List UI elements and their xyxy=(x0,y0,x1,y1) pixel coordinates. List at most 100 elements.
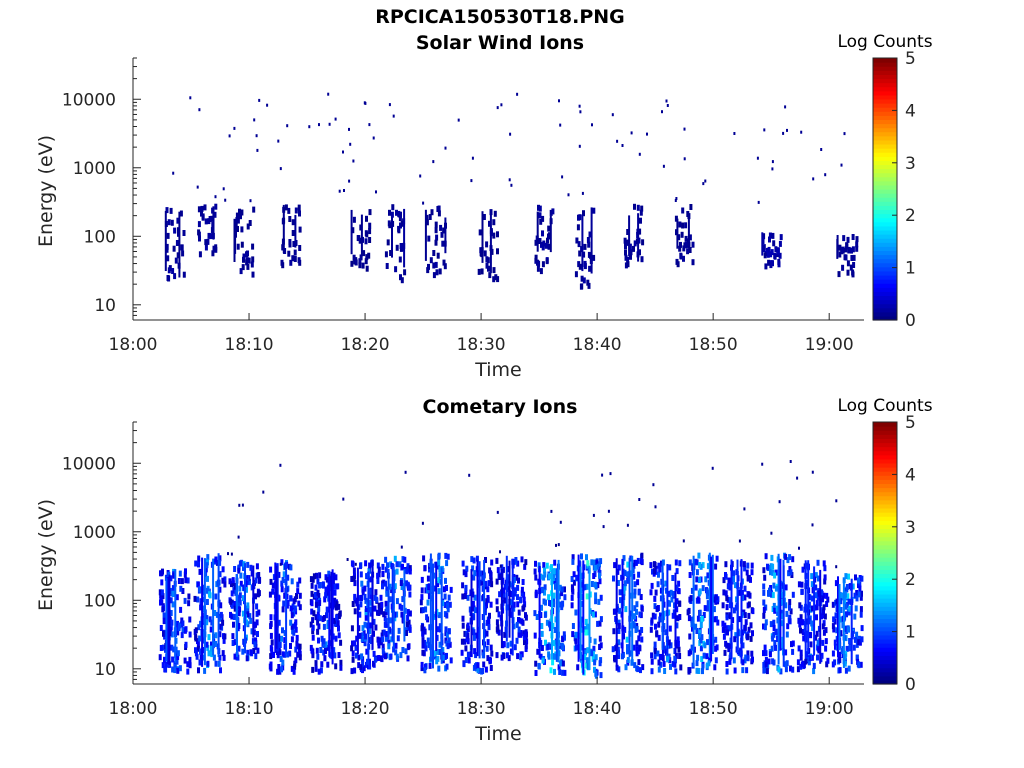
heatmap-cell xyxy=(615,664,619,671)
heatmap-cell xyxy=(198,659,202,666)
heatmap-cell xyxy=(361,589,365,596)
heatmap-cell xyxy=(798,602,802,609)
x-tick-label: 19:00 xyxy=(805,699,854,719)
colorbar-step xyxy=(873,675,897,681)
heatmap-cell xyxy=(420,576,424,583)
heatmap-cell xyxy=(668,600,671,607)
heatmap-cell xyxy=(799,614,803,621)
heatmap-cell xyxy=(358,632,362,639)
heatmap-cell xyxy=(486,257,490,264)
heatmap-cell xyxy=(421,642,425,649)
heatmap-cell xyxy=(208,591,211,598)
heatmap-cell xyxy=(592,573,596,579)
heatmap-streak xyxy=(164,210,167,271)
heatmap-cell xyxy=(841,264,845,271)
heatmap-cell xyxy=(523,563,527,570)
heatmap-cell xyxy=(384,566,388,573)
heatmap-cell xyxy=(712,596,716,603)
heatmap-cell xyxy=(288,216,292,222)
heatmap-cell xyxy=(423,639,427,646)
heatmap-cell xyxy=(233,601,237,607)
heatmap-cell xyxy=(393,583,397,590)
heatmap-cell xyxy=(737,650,741,656)
heatmap-streak xyxy=(782,565,785,667)
heatmap-cell xyxy=(219,611,223,618)
heatmap-cell xyxy=(575,574,579,581)
heatmap-cell xyxy=(635,640,639,647)
heatmap-cell xyxy=(810,620,814,627)
colorbar-step xyxy=(873,148,897,153)
heatmap-cell xyxy=(598,660,602,667)
heatmap-cell xyxy=(788,618,792,625)
heatmap-cell xyxy=(512,577,516,583)
heatmap-cell xyxy=(577,241,581,248)
heatmap-cell xyxy=(251,243,255,250)
heatmap-cell xyxy=(628,243,632,250)
heatmap-cell xyxy=(599,616,603,623)
heatmap-cell xyxy=(197,221,201,228)
heatmap-speck xyxy=(840,163,843,167)
heatmap-cell xyxy=(632,573,636,580)
heatmap-cell xyxy=(623,237,627,244)
heatmap-streak xyxy=(621,558,624,654)
heatmap-cell xyxy=(843,653,847,660)
heatmap-cell xyxy=(636,557,640,564)
colorbar-step xyxy=(873,287,897,292)
heatmap-cell xyxy=(198,586,202,593)
heatmap-cell xyxy=(821,639,825,646)
heatmap-cell xyxy=(207,634,211,641)
heatmap-cell xyxy=(810,573,814,580)
heatmap-speck xyxy=(621,144,624,147)
heatmap-cell xyxy=(160,589,164,596)
colorbar-step xyxy=(873,450,897,456)
colorbar-step xyxy=(873,152,897,157)
heatmap-cell xyxy=(593,659,597,666)
heatmap-streak xyxy=(500,568,503,648)
heatmap-cell xyxy=(743,585,747,592)
heatmap-cell xyxy=(487,618,491,625)
heatmap-cell xyxy=(257,572,261,578)
heatmap-cell xyxy=(680,231,684,238)
heatmap-cell xyxy=(785,610,789,617)
heatmap-cell xyxy=(390,587,394,594)
heatmap-cell xyxy=(176,252,180,259)
heatmap-speck xyxy=(227,552,229,556)
heatmap-cell xyxy=(474,652,478,659)
heatmap-streak xyxy=(708,552,711,658)
x-tick-label: 18:10 xyxy=(225,335,274,355)
heatmap-cell xyxy=(839,630,843,637)
heatmap-cell xyxy=(563,634,566,641)
heatmap-cell xyxy=(437,577,441,584)
heatmap-cell xyxy=(498,591,502,598)
heatmap-cell xyxy=(461,560,465,567)
heatmap-speck xyxy=(241,503,244,507)
heatmap-cell xyxy=(687,615,691,622)
heatmap-cell xyxy=(398,256,402,263)
heatmap-cell xyxy=(617,639,621,646)
heatmap-cell xyxy=(539,573,543,580)
heatmap-speck xyxy=(630,131,633,135)
y-axis-label: Energy (eV) xyxy=(35,135,57,247)
heatmap-cell xyxy=(423,667,427,674)
heatmap-streak xyxy=(470,569,473,652)
heatmap-cell xyxy=(408,610,412,617)
colorbar-step xyxy=(873,434,897,439)
heatmap-cell xyxy=(669,589,673,596)
heatmap-cell xyxy=(502,592,506,599)
heatmap-cell xyxy=(251,638,255,645)
heatmap-cell xyxy=(173,227,177,234)
heatmap-cell xyxy=(446,553,450,560)
heatmap-cell xyxy=(778,240,782,247)
heatmap-cell xyxy=(725,625,729,632)
heatmap-cell xyxy=(218,586,222,593)
heatmap-cell xyxy=(364,606,368,612)
heatmap-cell xyxy=(766,563,769,570)
heatmap-cell xyxy=(700,634,704,641)
heatmap-cell xyxy=(210,645,213,652)
heatmap-cell xyxy=(796,659,800,666)
heatmap-cell xyxy=(589,252,592,259)
heatmap-cell xyxy=(194,650,198,657)
heatmap-streak xyxy=(637,213,640,262)
heatmap-cell xyxy=(241,264,245,271)
heatmap-cell xyxy=(322,649,326,656)
